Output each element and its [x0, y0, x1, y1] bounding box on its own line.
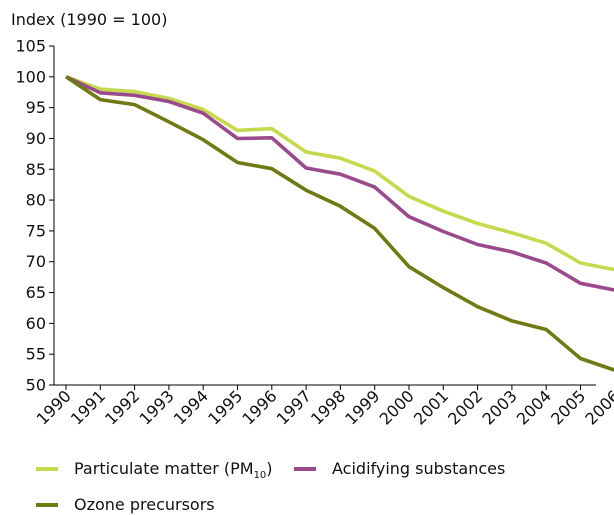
x-tick-label-2002: 2002 [444, 386, 486, 428]
legend-item-ozone-precursors: Ozone precursors [36, 495, 215, 514]
y-tick-label-80: 80 [26, 191, 46, 210]
x-tick-label-2006: 2006 [581, 386, 614, 428]
y-axis-label: Index (1990 = 100) [11, 10, 168, 29]
x-tick-label-1992: 1992 [101, 386, 143, 428]
x-tick-label-2001: 2001 [410, 386, 452, 428]
y-tick-label-65: 65 [26, 283, 46, 302]
legend-swatch-acidifying-substances [294, 466, 316, 471]
legend-item-acidifying-substances: Acidifying substances [294, 459, 505, 478]
legend-label-particulate-matter: Particulate matter (PM [74, 459, 254, 478]
x-tick-label-1994: 1994 [170, 386, 212, 428]
y-tick-label-100: 100 [15, 67, 46, 86]
y-tick-label-95: 95 [26, 98, 46, 117]
series-line-particulate-matter [65, 75, 614, 272]
legend-item-particulate-matter: Particulate matter (PM10) [36, 459, 273, 481]
x-tick-label-1997: 1997 [273, 386, 315, 428]
x-tick-label-2004: 2004 [513, 386, 555, 428]
x-tick-label-2000: 2000 [376, 386, 418, 428]
legend-label-subscript: 10 [253, 470, 267, 481]
x-tick-label-1998: 1998 [307, 386, 349, 428]
y-tick-label-60: 60 [26, 314, 46, 333]
y-tick-label-105: 105 [15, 37, 46, 56]
x-tick-label-2003: 2003 [479, 386, 521, 428]
x-tick-label-1991: 1991 [67, 386, 109, 428]
x-tick-label-1999: 1999 [341, 386, 383, 428]
legend-label-ozone-precursors: Ozone precursors [74, 495, 215, 514]
legend-swatch-ozone-precursors [36, 502, 58, 507]
y-tick-label-70: 70 [26, 252, 46, 271]
series-line-ozone-precursors [65, 75, 614, 372]
legend-label-suffix: ) [266, 459, 273, 478]
y-tick-label-75: 75 [26, 221, 46, 240]
x-tick-label-1993: 1993 [136, 386, 178, 428]
series-line-acidifying-substances [65, 75, 614, 292]
x-tick-label-1995: 1995 [204, 386, 246, 428]
y-tick-label-85: 85 [26, 160, 46, 179]
x-tick-label-2005: 2005 [547, 386, 589, 428]
legend-swatch-particulate-matter [36, 466, 58, 471]
y-tick-label-50: 50 [26, 376, 46, 395]
y-tick-label-90: 90 [26, 129, 46, 148]
x-tick-label-1996: 1996 [238, 386, 280, 428]
legend-label-acidifying-substances: Acidifying substances [332, 459, 506, 478]
y-tick-label-55: 55 [26, 345, 46, 364]
